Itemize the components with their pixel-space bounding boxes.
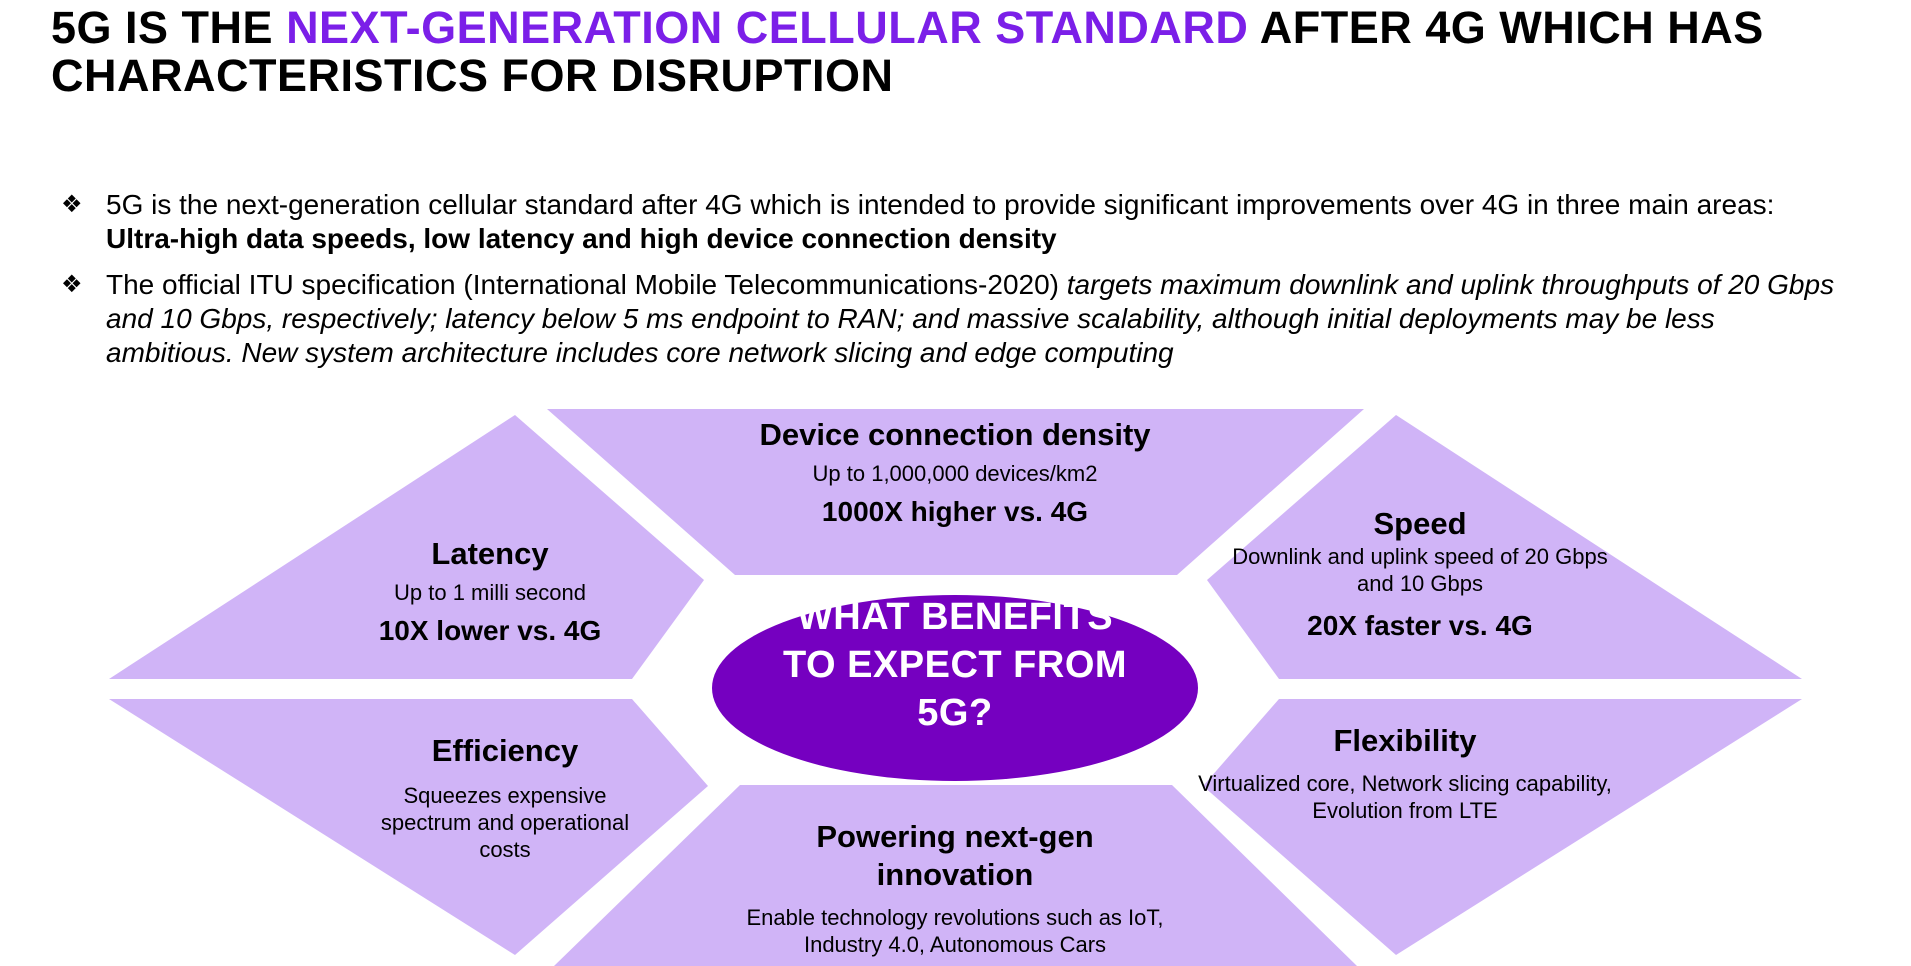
segment-shape-flexibility (1203, 699, 1802, 955)
segment-title: Device connection density (759, 417, 1151, 452)
diamond-bullet-icon: ❖ (61, 271, 83, 298)
segment-desc: Virtualized core, Network slicing capabi… (1198, 771, 1612, 823)
bullet-list: ❖ 5G is the next-generation cellular sta… (58, 188, 1848, 382)
segment-speed: Speed Downlink and uplink speed of 20 Gb… (1230, 505, 1610, 643)
segment-stat: 10X lower vs. 4G (378, 615, 602, 646)
center-ellipse (712, 595, 1198, 781)
segment-innovation-desc: Enable technology revolutions such as Io… (705, 904, 1205, 958)
segment-title: Speed (1373, 506, 1467, 541)
segment-desc: Up to 1 milli second (394, 580, 586, 605)
segment-desc: Downlink and uplink speed of 20 Gbps and… (1232, 544, 1608, 596)
diamond-bullet-icon: ❖ (61, 191, 83, 218)
segment-shape-efficiency (109, 699, 708, 955)
segment-shape-innovation (554, 785, 1357, 966)
segment-efficiency: Efficiency Squeezes expensive spectrum a… (360, 732, 650, 863)
page-title: 5G IS THE NEXT-GENERATION CELLULAR STAND… (51, 4, 1871, 100)
segment-shape-device-density (547, 409, 1364, 575)
bullet-text: 5G is the next-generation cellular stand… (106, 189, 1775, 220)
center-label: WHAT BENEFITS TO EXPECT FROM 5G? (782, 596, 1128, 734)
segment-title: Efficiency (431, 733, 579, 768)
segment-stat: 20X faster vs. 4G (1307, 610, 1533, 641)
segment-flexibility: Flexibility Virtualized core, Network sl… (1160, 722, 1650, 824)
segment-title: Powering next-gen innovation (816, 819, 1094, 892)
segment-shape-speed (1207, 415, 1802, 679)
title-part-1: 5G IS THE (51, 2, 287, 53)
bullet-italic-text: targets maximum downlink and uplink thro… (106, 269, 1835, 368)
segment-desc: Squeezes expensive spectrum and operatio… (380, 783, 630, 862)
title-accent: NEXT-GENERATION CELLULAR STANDARD (286, 2, 1249, 53)
segment-stat: 1000X higher vs. 4G (821, 496, 1089, 527)
segment-desc: Enable technology revolutions such as Io… (746, 905, 1164, 957)
bullet-bold-text: Ultra-high data speeds, low latency and … (106, 223, 1057, 254)
segment-title: Flexibility (1333, 723, 1477, 758)
bullet-item: ❖ 5G is the next-generation cellular sta… (58, 188, 1848, 256)
segment-innovation: Powering next-gen innovation (780, 818, 1130, 894)
segment-latency: Latency Up to 1 milli second 10X lower v… (330, 535, 650, 648)
segment-shape-latency (109, 415, 704, 679)
bullet-item: ❖ The official ITU specification (Intern… (58, 268, 1848, 370)
segment-device-density: Device connection density Up to 1,000,00… (700, 416, 1210, 529)
title-part-2: AFTER 4G WHICH HAS CHARACTERISTICS FOR D… (51, 2, 1764, 101)
segment-title: Latency (431, 536, 549, 571)
bullet-text: The official ITU specification (Internat… (106, 269, 1067, 300)
segment-desc: Up to 1,000,000 devices/km2 (812, 461, 1098, 486)
